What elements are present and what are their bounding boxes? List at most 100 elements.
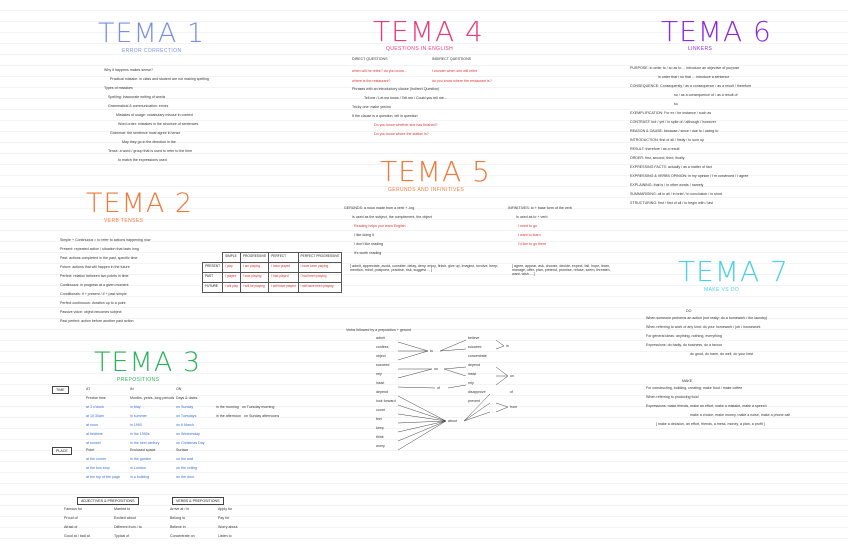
tema2-title: TEMA 2 — [86, 188, 194, 219]
infinitives-notes: INFINITIVES: to + base form of the verb … — [508, 204, 572, 249]
note-line: Why it happens makes sense? — [104, 68, 153, 72]
adj-preps-col1: Famous for Proud of Afraid of Good at / … — [64, 505, 90, 541]
time-col-in: IN Months, years, long periods in May in… — [130, 385, 174, 448]
verb: count — [376, 408, 385, 412]
note-line: For constructing, building, creating: ma… — [646, 386, 743, 390]
note-line: Present: repeated action / situation tha… — [60, 247, 139, 251]
note-line: I need to go — [518, 224, 537, 228]
note-line: I'd like to go there — [518, 242, 547, 246]
tema7-subtitle: MAKE vs DO — [704, 287, 740, 293]
note-line: to match the expressions used — [118, 158, 167, 162]
note-line: CONTRAST: but / yet / in spite of / alth… — [630, 120, 716, 124]
verb-preps-col2: Apply for Pay for Worry about Listen to — [218, 505, 238, 541]
table-cell: I will have been playing — [297, 282, 343, 293]
verb: confess — [376, 345, 389, 349]
gerund-verbs-list: [ admit, appreciate, avoid, consider, de… — [350, 264, 499, 273]
time-in: in the next century — [130, 441, 160, 445]
list-item: Concentrate on — [170, 534, 195, 538]
note-line: CONSEQUENCE: Consequently / as a consequ… — [630, 84, 752, 88]
place-in: in a building — [130, 475, 150, 479]
make-notes: For constructing, building, creating: ma… — [646, 384, 790, 429]
note-line: Past perfect: action before another past… — [60, 319, 134, 323]
place-at: at the corner — [86, 457, 107, 461]
note-line: I want to learn — [518, 233, 541, 237]
prep-to: to — [430, 349, 433, 353]
list-item: Excited about — [114, 516, 136, 520]
note-line: Simple + Continuous = to refer to action… — [60, 238, 151, 242]
list-item: Belong to — [170, 516, 186, 520]
note-line: Word order: mistakes in the structure of… — [118, 122, 199, 126]
time-in: in May — [130, 405, 141, 409]
list-item: Typical of — [114, 534, 130, 538]
do-notes: When someone performs an action (not rea… — [646, 314, 767, 359]
prep-from: from — [510, 405, 518, 409]
verb-tenses-table: SIMPLE PROGRESSIVE PERFECT PERFECT PROGR… — [201, 252, 343, 293]
note-line: so / as a consequence of / as a result o… — [674, 93, 738, 97]
verb: believe — [468, 336, 480, 340]
verb: feel — [376, 417, 382, 421]
prep-about: about — [448, 419, 457, 423]
indirect-example: do you know where the restaurant is? — [432, 79, 492, 83]
verb: insist — [468, 372, 477, 376]
verb: insist — [376, 381, 385, 385]
verb: object — [376, 354, 386, 358]
place-col-enclosed: Enclosed space in the garden in London i… — [130, 446, 155, 482]
note-line: Reading helps you learn English — [354, 224, 406, 228]
note-line: Expressions: make friends, make an effor… — [646, 404, 767, 408]
time-on: on Sunday — [176, 405, 194, 409]
list-item: Different from / to — [114, 525, 142, 529]
prep-on-right: on — [510, 374, 514, 378]
col-desc: Surface — [176, 448, 189, 452]
make-label: MAKE — [682, 379, 693, 383]
tema6-title: TEMA 6 — [661, 15, 772, 48]
list-item: Worry about — [218, 525, 238, 529]
note-line: When referring to work of any kind: do y… — [646, 325, 761, 329]
direct-questions-label: DIRECT QUESTIONS — [352, 57, 388, 61]
note-line: Tell me / Let me know / Tell me / Could … — [364, 96, 447, 100]
place-at: at the bus stop — [86, 466, 110, 470]
note-line: EXPRESSING & VERBS OPINION: in my opinio… — [630, 174, 749, 178]
note-line: Expressions: do badly, do business, do a… — [646, 343, 723, 347]
verb: rely — [376, 372, 382, 376]
note-line: Conditionals: if + present / if + past s… — [60, 292, 127, 296]
note-line: Do you know where the station is? — [374, 132, 429, 136]
place-on: on the wall — [176, 457, 194, 461]
direct-example: when will he retire? do you know… — [352, 69, 408, 73]
note-line: When someone performs an action (not rea… — [646, 316, 768, 320]
time-label: TIME — [52, 386, 69, 394]
list-item: Proud of — [64, 516, 78, 520]
prep-of: of — [437, 386, 440, 390]
time-on: on Tuesdays — [176, 414, 197, 418]
place-in: in the garden — [130, 457, 151, 461]
note-line: do good, do harm, do well, do your best — [690, 352, 754, 356]
col-desc: Enclosed space — [130, 448, 156, 452]
note-line: Grammatical & communication: errors — [108, 104, 169, 108]
extra: on Tuesday morning — [241, 405, 275, 409]
note-line: Do you know whether she has finished? — [374, 123, 438, 127]
col-desc: Precise time — [86, 396, 106, 400]
place-on: on the door — [176, 475, 195, 479]
infinitive-verbs-list: [ agree, appear, ask, choose, decide, ex… — [512, 264, 611, 277]
tema4-title: TEMA 4 — [373, 15, 484, 48]
tema5-title: TEMA 5 — [380, 155, 491, 188]
time-col-at: AT Precise time at 3 o'clock at 10:30am … — [86, 385, 106, 448]
gerunds-notes: GERUNDS: a noun made from a verb + -ing … — [344, 204, 432, 258]
note-line: EXPRESSING FACTS: actually / as a matter… — [630, 165, 712, 169]
note-line: [ make a decision, an effort, friends, a… — [656, 422, 765, 426]
note-line: Continuous: in progress at a given momen… — [60, 283, 129, 287]
note-line: It's worth reading — [354, 251, 382, 255]
verb: rely — [468, 381, 474, 385]
col-head: ON — [176, 387, 182, 391]
time-extra: in the morning on Tuesday morning in the… — [216, 403, 279, 421]
note-line: May they go in the direction in the — [122, 140, 176, 144]
time-on: on 6 March — [176, 423, 194, 427]
note-line: EXPLAINING: that is / in other words / n… — [630, 183, 704, 187]
tema1-subtitle: ERROR CORRECTION — [122, 48, 182, 54]
time-in: in 1990 — [130, 423, 142, 427]
note-line: make a choice, make money, make a noise,… — [690, 413, 791, 417]
time-in: in the 1990s — [130, 432, 150, 436]
time-at: at 10:30am — [86, 414, 104, 418]
note-line: Practical mistake: in class and student … — [110, 77, 209, 81]
note-line: in the afternoon on Sunday afternoons — [216, 412, 279, 421]
prep-of-right: of — [510, 390, 513, 394]
